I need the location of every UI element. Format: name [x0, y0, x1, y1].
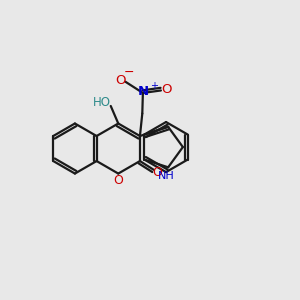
Text: O: O: [115, 74, 125, 87]
Text: N: N: [137, 85, 148, 98]
Text: O: O: [153, 166, 163, 179]
Text: O: O: [161, 83, 172, 96]
Text: HO: HO: [93, 96, 111, 109]
Text: +: +: [150, 82, 158, 92]
Text: −: −: [124, 66, 134, 80]
Text: O: O: [113, 173, 123, 187]
Text: NH: NH: [158, 170, 175, 181]
